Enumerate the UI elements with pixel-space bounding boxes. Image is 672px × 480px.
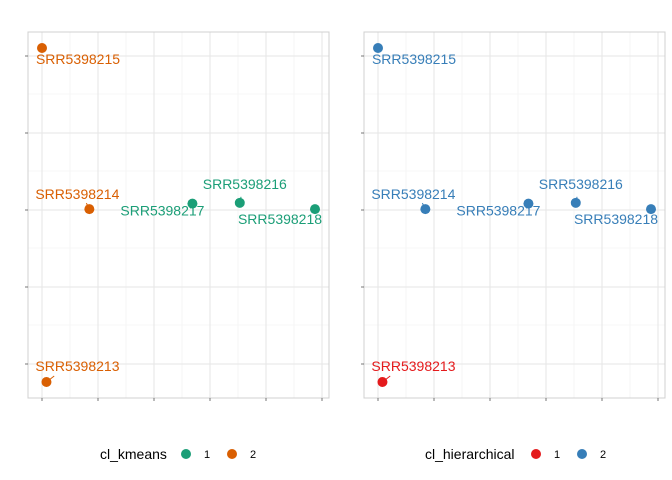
data-point [41, 377, 52, 387]
point-label: SRR5398214 [371, 186, 455, 202]
data-point [187, 198, 198, 209]
legend-title: cl_kmeans [100, 446, 167, 462]
plot-background [28, 32, 329, 398]
legend-label: 2 [600, 449, 606, 461]
legend-title: cl_hierarchical [425, 446, 514, 462]
point-label: SRR5398218 [574, 211, 658, 227]
legend-swatch [531, 449, 541, 459]
legend-swatch [181, 449, 191, 459]
plot-background [364, 32, 665, 398]
point-label: SRR5398213 [371, 358, 455, 374]
legend-label: 1 [204, 449, 210, 461]
data-point [646, 204, 656, 215]
point-label: SRR5398216 [203, 176, 287, 192]
panel-border [27, 31, 330, 399]
legend-label: 1 [554, 449, 560, 461]
legend-swatch [577, 449, 587, 459]
data-point [420, 204, 431, 215]
point-label: SRR5398215 [36, 51, 120, 67]
data-point [377, 377, 388, 387]
data-point [523, 198, 534, 209]
data-point [234, 197, 245, 208]
point-label: SRR5398215 [372, 51, 456, 67]
point-label: SRR5398214 [35, 186, 119, 202]
point-label: SRR5398217 [120, 203, 204, 219]
point-label: SRR5398217 [456, 203, 540, 219]
panel-border [363, 31, 666, 399]
data-point [310, 204, 320, 215]
legend-label: 2 [250, 449, 256, 461]
data-point [373, 43, 383, 53]
legend-swatch [227, 449, 237, 459]
data-point [37, 43, 47, 53]
data-point [570, 197, 581, 208]
point-label: SRR5398213 [35, 358, 119, 374]
point-label: SRR5398216 [539, 176, 623, 192]
point-label: SRR5398218 [238, 211, 322, 227]
data-point [84, 204, 95, 215]
